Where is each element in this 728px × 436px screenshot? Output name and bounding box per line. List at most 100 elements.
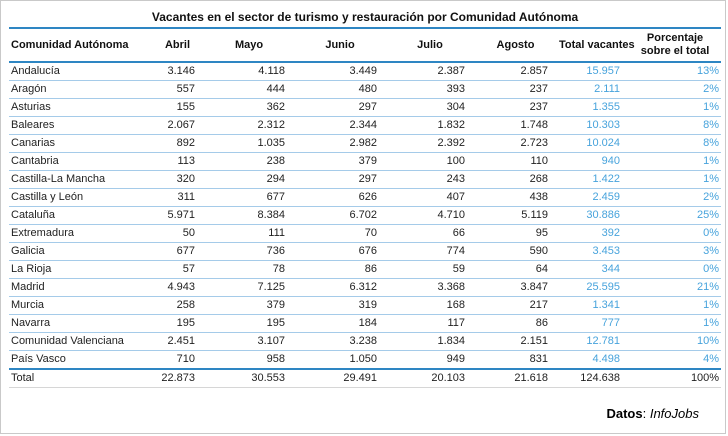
total-vacancies-cell: 10.024 — [557, 134, 629, 153]
month-value-cell: 50 — [151, 224, 204, 243]
month-value-cell: 294 — [204, 170, 294, 189]
month-value-cell: 3.238 — [294, 332, 386, 351]
month-value-cell: 21.618 — [474, 369, 557, 388]
table-row: Navarra 195 195 184 117 86 777 1% — [9, 314, 722, 333]
month-value-cell: 676 — [294, 242, 386, 261]
source-label: Datos — [606, 406, 643, 421]
month-value-cell: 5.119 — [474, 206, 557, 225]
percentage-cell: 0% — [629, 260, 722, 279]
region-name-cell: La Rioja — [9, 260, 151, 279]
month-value-cell: 155 — [151, 98, 204, 117]
month-value-cell: 2.151 — [474, 332, 557, 351]
month-value-cell: 66 — [386, 224, 474, 243]
total-vacancies-cell: 1.355 — [557, 98, 629, 117]
month-value-cell: 4.943 — [151, 278, 204, 297]
table-total-row: Total 22.873 30.553 29.491 20.103 21.618 124.6… — [9, 369, 722, 388]
month-value-cell: 100 — [386, 152, 474, 171]
total-vacancies-cell: 392 — [557, 224, 629, 243]
table-row: Comunidad Valenciana 2.451 3.107 3.238 1.834… — [9, 332, 722, 351]
month-value-cell: 379 — [204, 296, 294, 315]
percentage-cell: 10% — [629, 332, 722, 351]
column-header-mayo: Mayo — [204, 28, 294, 63]
percentage-cell: 1% — [629, 152, 722, 171]
month-value-cell: 59 — [386, 260, 474, 279]
column-header-comunidad: Comunidad Autónoma — [9, 28, 151, 63]
month-value-cell: 590 — [474, 242, 557, 261]
month-value-cell: 2.723 — [474, 134, 557, 153]
month-value-cell: 64 — [474, 260, 557, 279]
region-name-cell: Aragón — [9, 80, 151, 99]
table-row: Extremadura 50 111 70 66 95 392 0% — [9, 224, 722, 243]
vacancies-table: Vacantes en el sector de turismo y resta… — [9, 8, 722, 388]
table-row: Andalucía 3.146 4.118 3.449 2.387 2.857 15.957… — [9, 62, 722, 81]
total-vacancies-cell: 3.453 — [557, 242, 629, 261]
total-vacancies-cell: 124.638 — [557, 369, 629, 388]
month-value-cell: 831 — [474, 350, 557, 370]
table-row: La Rioja 57 78 86 59 64 344 0% — [9, 260, 722, 279]
month-value-cell: 2.857 — [474, 62, 557, 81]
region-name-cell: Comunidad Valenciana — [9, 332, 151, 351]
month-value-cell: 444 — [204, 80, 294, 99]
percentage-cell: 1% — [629, 314, 722, 333]
month-value-cell: 237 — [474, 80, 557, 99]
region-name-cell: Canarias — [9, 134, 151, 153]
percentage-cell: 0% — [629, 224, 722, 243]
month-value-cell: 2.392 — [386, 134, 474, 153]
month-value-cell: 95 — [474, 224, 557, 243]
month-value-cell: 319 — [294, 296, 386, 315]
table-row: País Vasco 710 958 1.050 949 831 4.498 4% — [9, 350, 722, 370]
table-row: Aragón 557 444 480 393 237 2.111 2% — [9, 80, 722, 99]
column-header-julio: Julio — [386, 28, 474, 63]
month-value-cell: 168 — [386, 296, 474, 315]
percentage-cell: 21% — [629, 278, 722, 297]
total-vacancies-cell: 12.781 — [557, 332, 629, 351]
percentage-cell: 3% — [629, 242, 722, 261]
month-value-cell: 8.384 — [204, 206, 294, 225]
month-value-cell: 3.146 — [151, 62, 204, 81]
month-value-cell: 195 — [204, 314, 294, 333]
region-name-cell: Total — [9, 369, 151, 388]
region-name-cell: Castilla y León — [9, 188, 151, 207]
region-name-cell: Asturias — [9, 98, 151, 117]
table-header-row: Comunidad Autónoma Abril Mayo Junio Juli… — [9, 28, 722, 63]
month-value-cell: 237 — [474, 98, 557, 117]
total-vacancies-cell: 2.459 — [557, 188, 629, 207]
region-name-cell: Baleares — [9, 116, 151, 135]
column-header-agosto: Agosto — [474, 28, 557, 63]
month-value-cell: 3.449 — [294, 62, 386, 81]
month-value-cell: 86 — [474, 314, 557, 333]
table-row: Cataluña 5.971 8.384 6.702 4.710 5.119 30.886 2… — [9, 206, 722, 225]
month-value-cell: 2.451 — [151, 332, 204, 351]
month-value-cell: 1.035 — [204, 134, 294, 153]
total-vacancies-cell: 940 — [557, 152, 629, 171]
month-value-cell: 30.553 — [204, 369, 294, 388]
total-vacancies-cell: 1.341 — [557, 296, 629, 315]
month-value-cell: 710 — [151, 350, 204, 370]
month-value-cell: 20.103 — [386, 369, 474, 388]
month-value-cell: 362 — [204, 98, 294, 117]
month-value-cell: 438 — [474, 188, 557, 207]
month-value-cell: 6.702 — [294, 206, 386, 225]
month-value-cell: 78 — [204, 260, 294, 279]
table-row: Canarias 892 1.035 2.982 2.392 2.723 10.024 8% — [9, 134, 722, 153]
table-title: Vacantes en el sector de turismo y resta… — [9, 8, 722, 29]
month-value-cell: 111 — [204, 224, 294, 243]
month-value-cell: 3.107 — [204, 332, 294, 351]
total-vacancies-cell: 344 — [557, 260, 629, 279]
column-header-abril: Abril — [151, 28, 204, 63]
month-value-cell: 2.344 — [294, 116, 386, 135]
month-value-cell: 1.748 — [474, 116, 557, 135]
percentage-cell: 1% — [629, 296, 722, 315]
month-value-cell: 110 — [474, 152, 557, 171]
month-value-cell: 557 — [151, 80, 204, 99]
month-value-cell: 195 — [151, 314, 204, 333]
region-name-cell: País Vasco — [9, 350, 151, 370]
table-body: Andalucía 3.146 4.118 3.449 2.387 2.857 15.957… — [9, 62, 722, 388]
month-value-cell: 2.982 — [294, 134, 386, 153]
region-name-cell: Madrid — [9, 278, 151, 297]
month-value-cell: 2.067 — [151, 116, 204, 135]
month-value-cell: 5.971 — [151, 206, 204, 225]
month-value-cell: 297 — [294, 170, 386, 189]
month-value-cell: 677 — [151, 242, 204, 261]
